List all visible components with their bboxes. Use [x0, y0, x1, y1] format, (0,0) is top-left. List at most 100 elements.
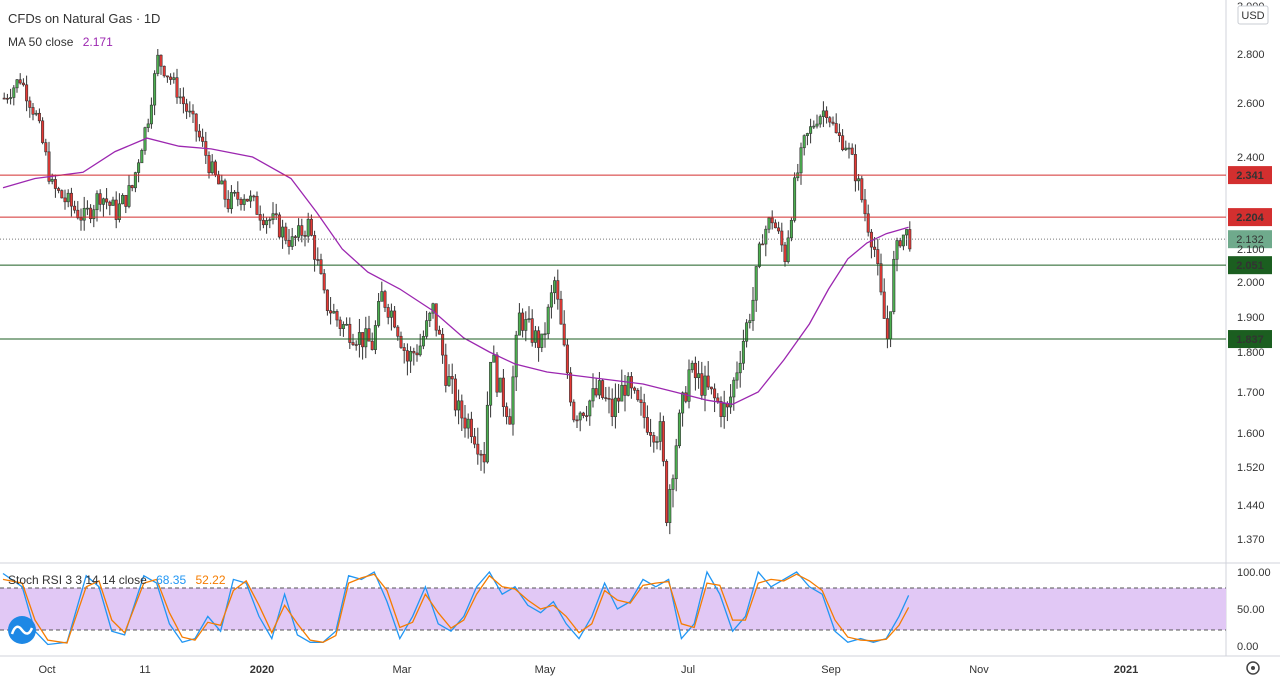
time-tick-label: May: [535, 664, 556, 676]
candle: [121, 193, 125, 205]
candle: [53, 174, 57, 198]
candle: [805, 132, 809, 146]
resistance-level-badge: [1228, 166, 1272, 185]
candle: [476, 427, 480, 465]
resistance-level-value: 2.341: [1236, 170, 1264, 182]
candle: [210, 154, 214, 175]
currency-button[interactable]: [1237, 5, 1269, 25]
time-tick-label: 2020: [250, 664, 274, 676]
candle: [114, 191, 118, 229]
stoch-tick-label: 100.00: [1237, 567, 1271, 579]
candle: [217, 170, 221, 185]
candle: [207, 151, 211, 179]
candle: [569, 367, 573, 407]
price-tick-label: 2.100: [1237, 244, 1265, 256]
candle: [357, 318, 361, 358]
candle: [175, 68, 179, 104]
candle: [543, 322, 547, 348]
candle: [546, 304, 550, 339]
candle: [693, 356, 697, 391]
candle: [527, 306, 531, 323]
candle: [802, 134, 806, 156]
candle: [783, 241, 787, 267]
candle: [284, 222, 288, 245]
candle: [287, 229, 291, 255]
candle: [370, 332, 374, 351]
candle: [706, 361, 710, 391]
candle: [383, 289, 387, 313]
candle: [620, 369, 624, 402]
candle: [322, 269, 326, 294]
candle: [153, 70, 157, 116]
candle: [236, 181, 240, 207]
candle: [511, 365, 515, 436]
candle: [601, 379, 605, 400]
candle: [66, 189, 70, 208]
candle: [165, 75, 169, 83]
candle: [309, 214, 313, 237]
candle: [556, 269, 560, 310]
currency-label: USD: [1241, 10, 1264, 22]
candle: [770, 210, 774, 230]
candle: [844, 140, 848, 151]
candle: [469, 411, 473, 444]
candle: [172, 72, 176, 84]
candle: [485, 391, 489, 464]
candle: [889, 311, 893, 348]
price-tick-label: 1.600: [1237, 428, 1265, 440]
candle: [738, 350, 742, 388]
candle: [652, 431, 656, 453]
candle: [799, 142, 803, 185]
candle: [853, 144, 857, 192]
candle: [495, 352, 499, 397]
candle: [98, 189, 102, 212]
candle: [63, 189, 67, 210]
candle: [329, 296, 333, 325]
candle: [735, 361, 739, 389]
candle: [831, 116, 835, 126]
candle: [559, 290, 563, 325]
price-tick-label: 1.700: [1237, 387, 1265, 399]
candle: [101, 197, 105, 217]
candle: [373, 320, 377, 355]
candle: [111, 196, 115, 206]
candle: [85, 200, 89, 216]
tradingview-logo-icon[interactable]: [8, 616, 36, 644]
candle: [124, 194, 128, 214]
candle: [754, 266, 758, 312]
candle: [517, 303, 521, 336]
candle: [626, 372, 630, 397]
candle: [837, 123, 841, 143]
candle: [677, 409, 681, 449]
candle: [719, 396, 723, 428]
candle: [572, 399, 576, 423]
candle: [821, 101, 825, 128]
candle: [335, 309, 339, 327]
candle: [818, 114, 822, 128]
candle: [773, 219, 777, 229]
candle: [876, 239, 880, 276]
horizontal-levels: 2.341 2.204 2.051 1.837 2.132: [0, 166, 1272, 349]
candle: [377, 292, 381, 328]
candle: [149, 97, 153, 129]
candle: [428, 311, 432, 327]
candle: [786, 230, 790, 264]
candle: [447, 364, 451, 387]
candle: [892, 250, 896, 315]
candle: [425, 310, 429, 340]
candle: [505, 402, 509, 425]
support-level-value: 2.051: [1236, 260, 1264, 272]
candle: [690, 360, 694, 373]
candle: [60, 189, 64, 199]
candle: [777, 221, 781, 234]
current-price-badge: [1228, 230, 1272, 249]
candle: [380, 281, 384, 302]
candle: [354, 340, 358, 351]
gear-icon[interactable]: [1246, 661, 1260, 675]
candle: [226, 190, 230, 213]
price-tick-label: 1.440: [1237, 500, 1265, 512]
candle: [89, 204, 93, 224]
candle: [905, 229, 909, 246]
candle: [767, 216, 771, 234]
